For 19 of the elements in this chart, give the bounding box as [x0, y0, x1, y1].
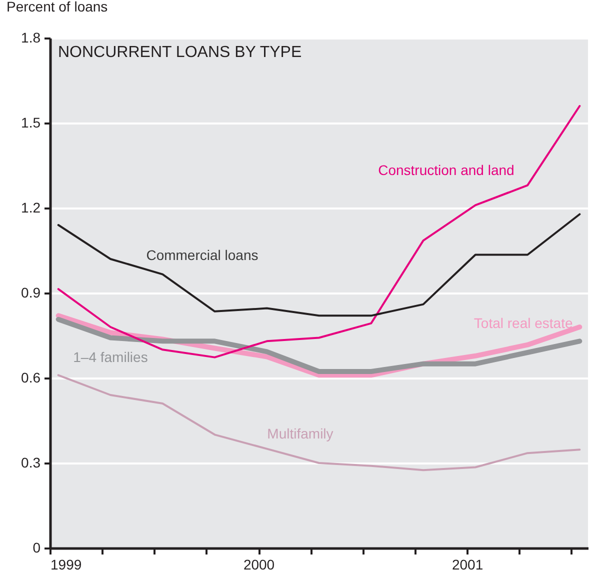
chart-title: NONCURRENT LOANS BY TYPE	[58, 44, 302, 61]
y-tick-label: 1.2	[21, 200, 41, 216]
y-tick-label: 0	[32, 540, 41, 556]
series-label: Total real estate	[474, 315, 573, 332]
y-tick-label: 0.3	[21, 454, 41, 470]
x-tick-label: 2001	[452, 556, 484, 572]
y-tick-label: 1.8	[21, 30, 41, 46]
x-tick-label: 1999	[50, 556, 82, 572]
y-tick-label: 0.9	[21, 284, 41, 300]
y-tick-label: 1.5	[21, 114, 41, 130]
series-label: Commercial loans	[146, 247, 258, 264]
y-tick-label: 0.6	[21, 370, 41, 386]
line-series	[57, 374, 581, 472]
x-tick-label: 2000	[243, 556, 275, 572]
series-label: 1–4 families	[73, 349, 148, 366]
series-label: Construction and land	[378, 162, 514, 178]
line-series	[57, 213, 581, 317]
y-axis-title: Percent of loans	[6, 0, 108, 14]
series-label: Multifamily	[267, 426, 334, 442]
